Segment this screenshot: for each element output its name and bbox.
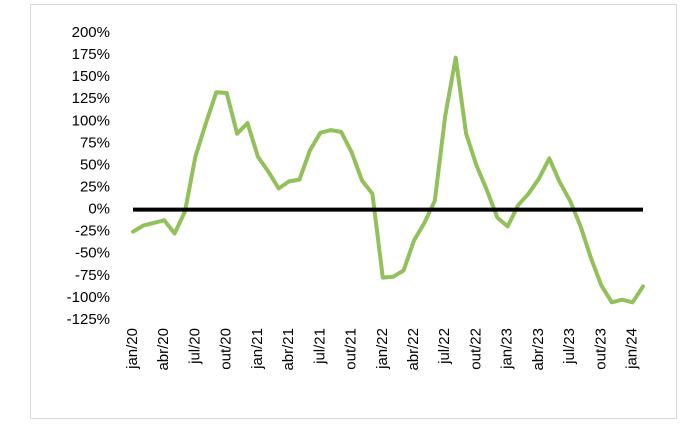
y-tick-label: 175% [72,46,110,63]
x-tick-label: abr/22 [405,328,422,371]
y-tick-label: -100% [67,289,110,306]
x-tick-label: abr/23 [530,328,547,371]
y-tick-label: 100% [72,112,110,129]
data-line [131,55,645,305]
x-tick-label: out/20 [218,328,235,370]
y-tick-label: -75% [75,267,110,284]
x-tick-label: out/21 [343,328,360,370]
x-tick-label: jan/23 [499,328,516,370]
y-tick-label: 25% [80,179,110,196]
x-tick-label: jul/20 [186,328,203,365]
y-tick-label: -125% [67,311,110,328]
x-tick-label: jul/21 [311,328,328,365]
x-tick-label: abr/20 [155,328,172,371]
x-tick-label: jan/20 [124,328,141,370]
x-tick-label: jan/24 [624,328,641,370]
x-tick-label: jul/22 [436,328,453,365]
y-tick-label: 0% [88,201,110,218]
y-tick-label: 150% [72,68,110,85]
x-tick-label: jan/21 [249,328,266,370]
y-tick-label: 125% [72,90,110,107]
y-tick-label: -25% [75,223,110,240]
x-tick-label: out/22 [467,328,484,370]
y-tick-label: 50% [80,156,110,173]
x-tick-label: jan/22 [374,328,391,370]
x-tick-label: out/23 [592,328,609,370]
y-tick-label: -50% [75,245,110,262]
y-tick-label: 200% [72,24,110,41]
x-tick-label: abr/21 [280,328,297,371]
x-tick-label: jul/23 [561,328,578,365]
y-tick-label: 75% [80,134,110,151]
